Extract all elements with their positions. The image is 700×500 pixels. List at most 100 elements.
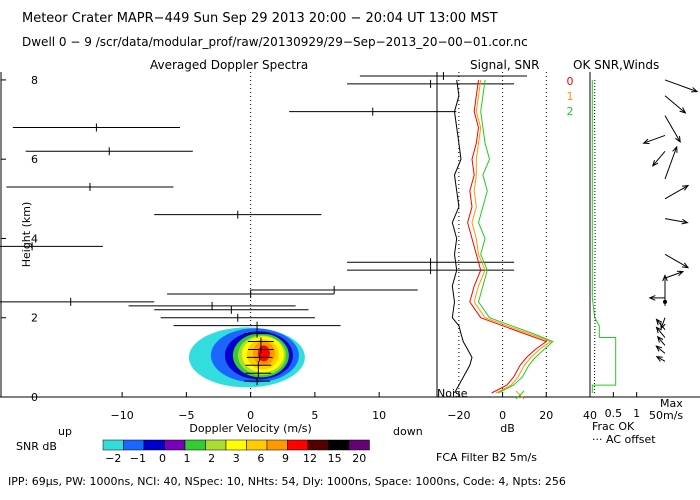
wind-arrow-4: [652, 150, 666, 167]
wind-arrow-15: [657, 336, 666, 346]
signal-xtick-label-2: 20: [539, 409, 553, 422]
wind-arrowhead-6: [682, 184, 690, 191]
wind-arrowhead-0: [691, 87, 699, 93]
signal-xtick-label-3: 40: [583, 409, 597, 422]
signal-legend-2: 2: [567, 105, 574, 118]
spectra-xtick-label-3: 5: [311, 409, 318, 422]
wind-arrowhead-9: [676, 270, 685, 277]
wind-arrowhead-4: [651, 159, 659, 167]
wind-arrow-14: [656, 327, 666, 338]
colorbar-label-1: −1: [130, 452, 146, 465]
colorbar-swatch-12: [348, 439, 370, 451]
wind-arrowhead-14: [655, 326, 663, 334]
wind-arrow-13: [656, 319, 666, 330]
spectra-ytick-label-1: 2: [31, 312, 38, 325]
wind-arrow-1: [664, 95, 686, 114]
wind-arrowhead-16: [655, 345, 663, 352]
colorbar-label-3: 1: [184, 452, 191, 465]
wind-arrow-17: [656, 356, 666, 362]
up-label: up: [58, 425, 72, 438]
header-title: Meteor Crater MAPR−449 Sun Sep 29 2013 2…: [22, 11, 498, 26]
frac-ok-label: Frac OK: [592, 420, 635, 433]
snr-db-label: SNR dB: [16, 440, 57, 453]
max-value-label: 50m/s: [649, 409, 684, 422]
wind-arrow-7: [664, 218, 688, 224]
colorbar-swatch-1: [123, 439, 145, 451]
spectra-panel: 0 2 4 6 8 −10 −5 0 5 10 Doppler Velocity (m/s) Heig…: [0, 71, 527, 435]
wind-arrowhead-7: [681, 218, 689, 225]
colorbar-label-7: 9: [282, 452, 289, 465]
spectra-ytick-label-2: 4: [31, 232, 38, 245]
colorbar-swatch-8: [266, 439, 288, 451]
wind-arrowhead-2: [675, 135, 681, 144]
colorbar-swatch-10: [307, 439, 329, 451]
ok-panel: 0.5 1: [589, 72, 700, 420]
wind-arrowhead-3: [642, 138, 650, 144]
signal-series-1: [471, 79, 552, 394]
wind-arrowhead-17: [655, 355, 663, 362]
wind-arrowhead-1: [679, 107, 687, 114]
ac-offset-label: ··· AC offset: [592, 433, 656, 446]
spectra-xtick-label-0: −10: [110, 409, 133, 422]
wind-arrowhead-8: [682, 262, 690, 269]
ac-offset-line: [593, 79, 596, 394]
colorbar: −2 −1 0 1 2 3 6 9 12 15 20: [102, 439, 370, 465]
signal-series-0: [467, 79, 548, 394]
colorbar-label-6: 6: [257, 452, 264, 465]
signal-series-2: [477, 79, 554, 394]
spectra-ytick-label-3: 6: [31, 153, 38, 166]
spectra-ylabel: Height (km): [20, 202, 33, 268]
signal-series-noise: [451, 79, 473, 394]
signal-xtick-label-0: −20: [447, 409, 470, 422]
colorbar-label-4: 2: [208, 452, 215, 465]
wind-arrow-5: [664, 146, 678, 180]
colorbar-swatch-6: [225, 439, 247, 451]
wind-arrowhead-10: [648, 295, 656, 301]
colorbar-swatch-11: [328, 439, 350, 451]
wind-arrow-16: [655, 345, 666, 354]
header-dwell: Dwell 0 − 9 /scr/data/modular_prof/raw/2…: [22, 35, 528, 49]
wind-arrow-3: [643, 134, 666, 144]
wind-arrowhead-13: [655, 318, 663, 326]
colorbar-swatch-3: [164, 439, 186, 451]
footer-params: IPP: 69μs, PW: 1000ns, NCI: 40, NSpec: 1…: [8, 475, 566, 488]
wind-arrow-9: [664, 271, 684, 279]
ok-xtick-label-1: 1: [633, 407, 640, 420]
colorbar-label-10: 20: [352, 452, 366, 465]
spectra-title: Averaged Doppler Spectra: [150, 58, 309, 72]
colorbar-label-5: 3: [233, 452, 240, 465]
colorbar-label-8: 12: [303, 452, 317, 465]
wind-origin-dot: [663, 299, 667, 304]
colorbar-label-0: −2: [105, 452, 121, 465]
colorbar-swatch-7: [246, 439, 268, 451]
wind-arrow-8: [664, 253, 689, 269]
spectra-ytick-label-4: 8: [31, 74, 38, 87]
wind-arrow-2: [664, 115, 681, 143]
colorbar-swatch-0: [102, 439, 124, 451]
frac-ok-line: [591, 79, 617, 393]
signal-legend-1: 1: [567, 90, 574, 103]
signal-xlabel: dB: [500, 422, 515, 435]
spectra-ytick-label-0: 0: [31, 391, 38, 404]
wind-arrow-0: [664, 79, 698, 93]
wind-arrowhead-11: [662, 274, 668, 282]
signal-ground-marker-b: [515, 390, 525, 400]
wind-arrowhead-5: [672, 145, 678, 153]
ok-title: OK SNR,Winds: [573, 58, 660, 72]
colorbar-swatch-5: [205, 439, 227, 451]
spectra-xtick-label-2: 0: [247, 409, 254, 422]
fca-filter-label: FCA Filter B2 5m/s: [436, 451, 537, 464]
colorbar-swatch-4: [184, 439, 206, 451]
down-label: down: [393, 425, 423, 438]
signal-xtick-label-1: 0: [499, 409, 506, 422]
colorbar-label-2: 0: [159, 452, 166, 465]
ok-xtick-label-0: 0.5: [605, 407, 623, 420]
wind-arrow-6: [664, 185, 689, 200]
spectra-xlabel: Doppler Velocity (m/s): [189, 422, 311, 435]
wind-arrowhead-15: [656, 335, 664, 343]
colorbar-swatch-9: [287, 439, 309, 451]
max-label: Max: [660, 397, 683, 410]
colorbar-swatch-2: [143, 439, 165, 451]
